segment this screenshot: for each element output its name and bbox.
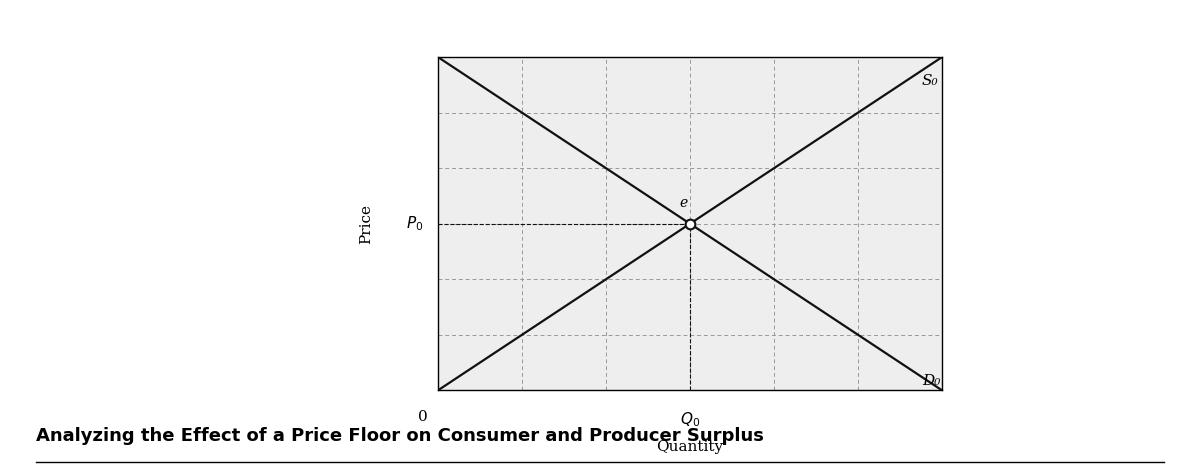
Text: D₀: D₀ (922, 374, 941, 387)
Text: 0: 0 (418, 410, 427, 424)
Text: $P_0$: $P_0$ (406, 214, 422, 233)
Text: Analyzing the Effect of a Price Floor on Consumer and Producer Surplus: Analyzing the Effect of a Price Floor on… (36, 427, 764, 445)
Text: e: e (679, 197, 688, 210)
Text: $Q_0$: $Q_0$ (680, 410, 700, 429)
Text: S₀: S₀ (922, 74, 938, 88)
Text: Price: Price (359, 204, 373, 244)
Text: Quantity: Quantity (656, 440, 724, 454)
